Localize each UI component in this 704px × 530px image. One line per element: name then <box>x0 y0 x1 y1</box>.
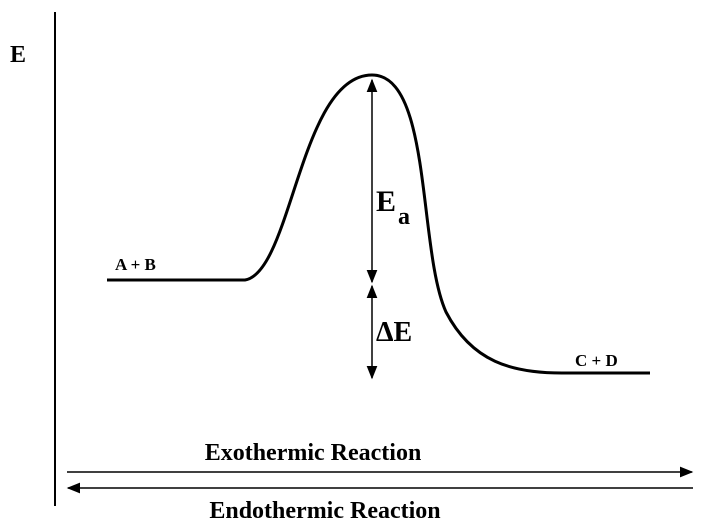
reaction-curve <box>107 73 650 375</box>
activation-subscript: a <box>398 204 410 230</box>
forward-label: Exothermic Reaction <box>205 440 422 466</box>
reverse-label: Endothermic Reaction <box>209 498 440 524</box>
reactants-label: A + B <box>115 255 156 274</box>
products-label: C + D <box>575 351 618 370</box>
axis-label: E <box>10 42 26 68</box>
activation-label: E <box>376 185 396 218</box>
delta-label: ΔE <box>376 317 412 348</box>
